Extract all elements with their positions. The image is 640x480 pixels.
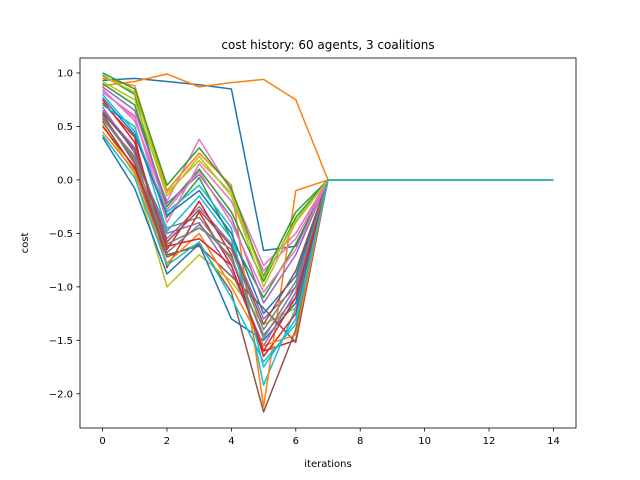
x-tick-label: 2 bbox=[164, 436, 170, 447]
chart-title: cost history: 60 agents, 3 coalitions bbox=[221, 38, 434, 52]
x-tick-label: 0 bbox=[99, 436, 105, 447]
y-tick-label: 1.0 bbox=[57, 68, 73, 79]
x-tick-label: 4 bbox=[228, 436, 234, 447]
x-tick-label: 6 bbox=[293, 436, 299, 447]
x-tick-label: 14 bbox=[547, 436, 560, 447]
plot-frame bbox=[79, 57, 577, 429]
y-axis: 1.0 0.5 0.0 −0.5 −1.0 −1.5 −2.0 bbox=[49, 68, 80, 400]
y-tick-label: −1.0 bbox=[49, 282, 73, 293]
x-axis-label: iterations bbox=[304, 459, 351, 470]
y-tick-label: −0.5 bbox=[49, 229, 73, 240]
y-tick-label: 0.5 bbox=[57, 122, 73, 133]
y-tick-label: 0.0 bbox=[57, 175, 73, 186]
series-layer bbox=[101, 72, 554, 413]
series-line-29 bbox=[101, 134, 554, 363]
y-axis-label: cost bbox=[20, 233, 31, 254]
x-tick-label: 10 bbox=[418, 436, 431, 447]
x-tick-label: 8 bbox=[357, 436, 363, 447]
x-axis: 0 2 4 6 8 10 12 14 bbox=[99, 428, 560, 447]
y-tick-label: −1.5 bbox=[49, 336, 73, 347]
y-tick-label: −2.0 bbox=[49, 389, 73, 400]
x-tick-label: 12 bbox=[483, 436, 496, 447]
